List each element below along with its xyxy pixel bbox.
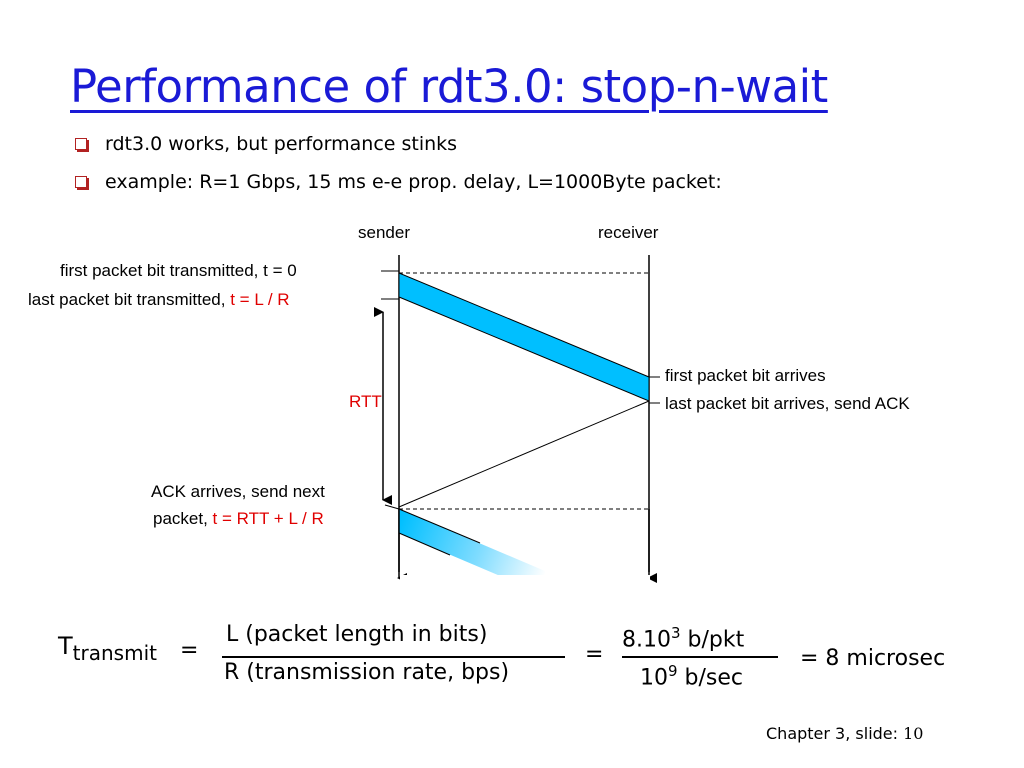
- last-bit-time: t = L / R: [230, 290, 290, 309]
- bullet-box-icon: [75, 138, 87, 150]
- next-send-time: t = RTT + L / R: [212, 509, 324, 528]
- bullet-text: rdt3.0 works, but performance stinks: [105, 133, 458, 155]
- t-transmit-symbol: Ttransmit: [58, 632, 157, 665]
- denominator-2: 109 b/sec: [640, 662, 744, 691]
- last-bit-transmitted-label: last packet bit transmitted, t = L / R: [28, 290, 290, 309]
- second-packet-top-edge: [398, 508, 481, 544]
- send-next-packet-label: packet, t = RTT + L / R: [153, 509, 324, 528]
- ack-line: [398, 400, 650, 508]
- sender-label: sender: [358, 223, 410, 242]
- bullet-item: rdt3.0 works, but performance stinks: [75, 133, 457, 155]
- slide-number: 10: [903, 724, 924, 743]
- rtt-label: RTT: [349, 392, 382, 411]
- page-title: Performance of rdt3.0: stop-n-wait: [70, 60, 828, 113]
- equals-sign-2: =: [585, 642, 604, 667]
- ack-arrives-label: ACK arrives, send next: [151, 482, 325, 501]
- equals-sign: =: [180, 638, 199, 663]
- second-packet-bottom-edge: [398, 532, 451, 556]
- denominator: R (transmission rate, bps): [224, 660, 510, 685]
- result: = 8 microsec: [800, 646, 946, 671]
- second-packet-band: [399, 509, 545, 595]
- first-bit-transmitted-label: first packet bit transmitted, t = 0: [60, 261, 297, 280]
- bullet-box-icon: [75, 176, 87, 188]
- diagram-clip: [400, 575, 650, 605]
- last-bit-arrives-label: last packet bit arrives, send ACK: [665, 394, 910, 413]
- first-packet-band: [398, 272, 650, 402]
- first-bit-arrives-label: first packet bit arrives: [665, 366, 826, 385]
- bullet-item: example: R=1 Gbps, 15 ms e-e prop. delay…: [75, 171, 722, 193]
- bullet-text: example: R=1 Gbps, 15 ms e-e prop. delay…: [105, 171, 722, 193]
- receiver-label: receiver: [598, 223, 659, 242]
- numerator: L (packet length in bits): [226, 622, 488, 647]
- slide-footer: Chapter 3, slide: 10: [766, 724, 924, 743]
- numerator-2: 8.103 b/pkt: [622, 624, 745, 653]
